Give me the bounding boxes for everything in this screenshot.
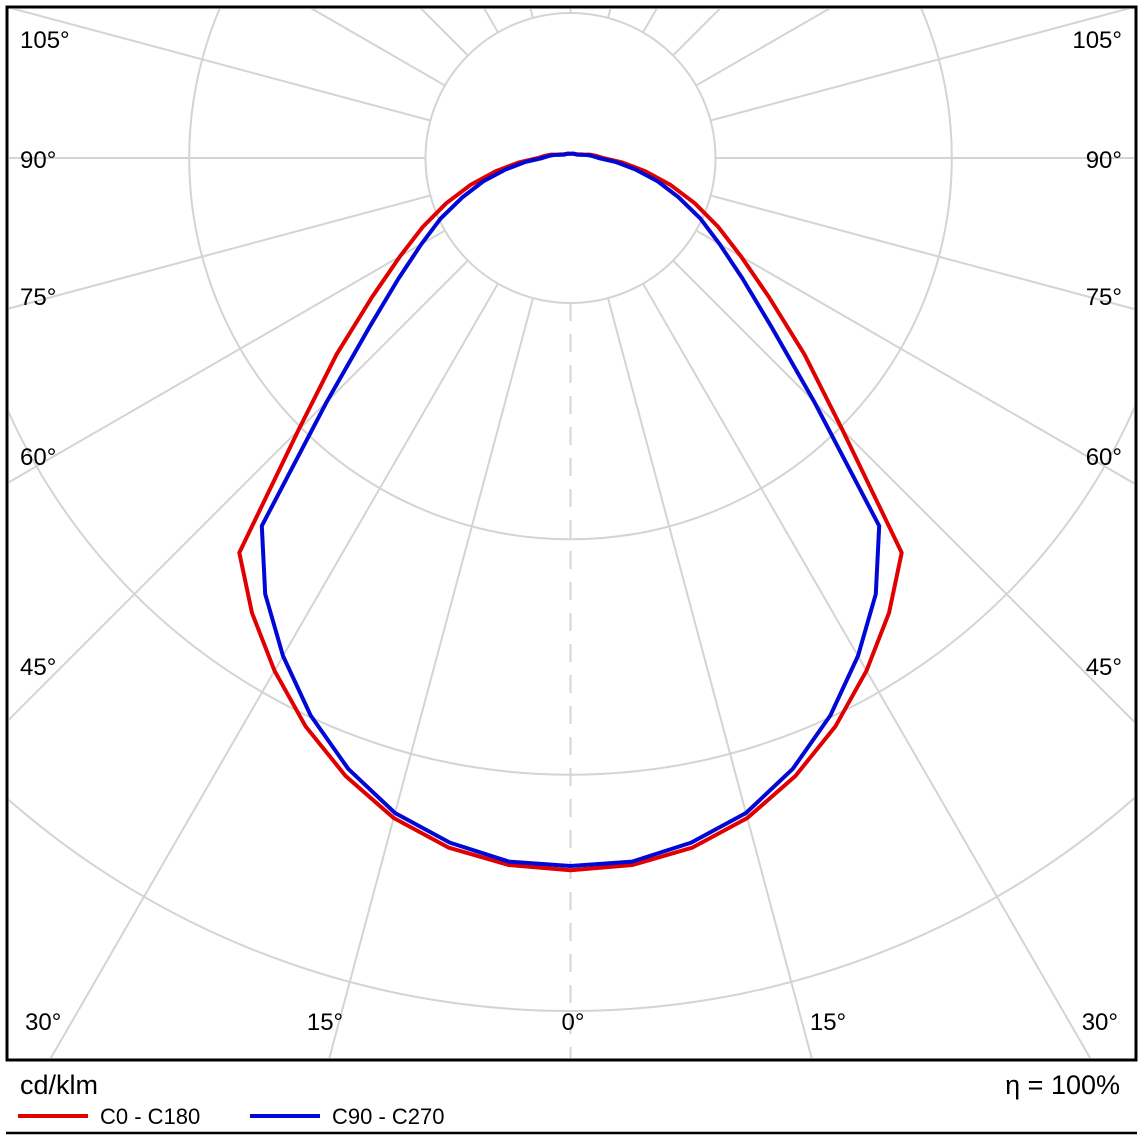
tick-105-left: 105°	[20, 27, 70, 54]
grid-ray	[529, 9, 534, 19]
grid-ray	[10, 9, 431, 122]
tick-30-left: 30°	[25, 1009, 61, 1036]
grid-ray	[49, 283, 499, 1058]
intensity-curves	[237, 151, 904, 873]
grid-ray	[483, 9, 499, 33]
grid-ray	[672, 259, 1134, 723]
tick-75-right: 75°	[1086, 284, 1122, 311]
curve-c90-c270	[259, 151, 882, 868]
tick-30-right: 30°	[1082, 1009, 1118, 1036]
tick-60-right: 60°	[1086, 444, 1122, 471]
grid-ray	[695, 229, 1134, 485]
tick-45-left: 45°	[20, 654, 56, 681]
efficiency-label: η = 100%	[1005, 1070, 1120, 1100]
grid-ray	[9, 259, 469, 721]
tick-60-left: 60°	[20, 444, 56, 471]
grid-ring	[424, 12, 717, 304]
grid-ray	[710, 194, 1134, 310]
grid-ray	[607, 9, 612, 19]
grid-ray	[9, 229, 446, 484]
tick-105-right: 105°	[1072, 27, 1122, 54]
tick-15-right: 15°	[810, 1009, 846, 1036]
grid-ray	[710, 9, 1131, 122]
grid-ray	[607, 297, 813, 1058]
tick-15-left: 15°	[307, 1009, 343, 1036]
grid-ray	[9, 194, 431, 310]
units-label: cd/klm	[20, 1070, 98, 1100]
curve-c0-c180	[237, 151, 904, 873]
grid-ray	[328, 297, 534, 1058]
angle-labels: 105° 105° 90° 90° 75° 75° 60° 60° 45° 45…	[20, 27, 1122, 1036]
footer: cd/klm η = 100% C0 - C180 C90 - C270	[6, 1070, 1137, 1135]
tick-90-left: 90°	[20, 147, 56, 174]
grid-ray	[642, 9, 658, 33]
tick-0: 0°	[562, 1009, 585, 1036]
legend-label-c0-c180: C0 - C180	[100, 1104, 200, 1129]
grid-ring	[9, 796, 1134, 1012]
grid-ray	[642, 283, 1092, 1058]
plot-border	[5, 5, 1138, 1062]
legend-label-c90-c270: C90 - C270	[332, 1104, 445, 1129]
tick-90-right: 90°	[1086, 147, 1122, 174]
tick-75-left: 75°	[20, 284, 56, 311]
tick-45-right: 45°	[1086, 654, 1122, 681]
